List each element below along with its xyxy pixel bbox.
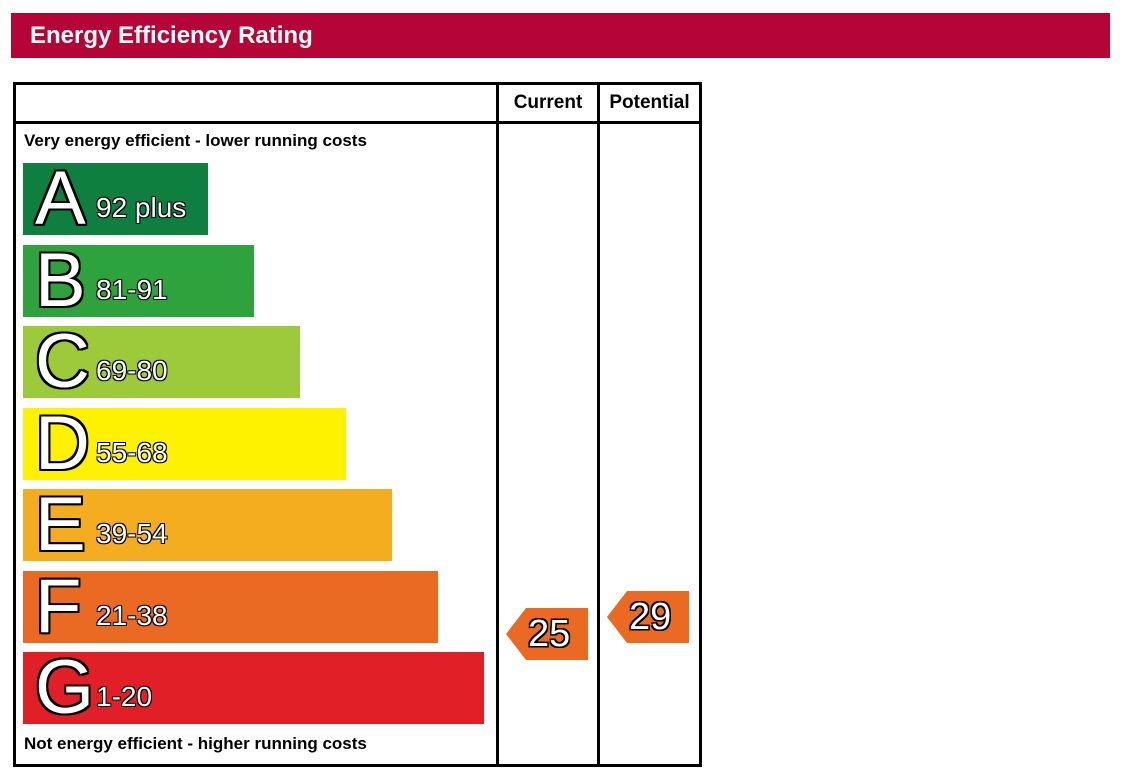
band-f: F 21-38 bbox=[23, 566, 438, 646]
column-header-current: Current bbox=[513, 92, 583, 113]
band-range: 69-80 bbox=[96, 355, 168, 386]
band-letter: C bbox=[35, 319, 90, 404]
current-rating-arrow: 25 bbox=[506, 607, 588, 665]
column-divider-current bbox=[496, 82, 499, 767]
current-arrow-shape bbox=[506, 607, 588, 660]
band-range: 81-91 bbox=[96, 273, 168, 305]
header-divider bbox=[13, 121, 702, 124]
caption-inefficient: Not energy efficient - higher running co… bbox=[24, 734, 367, 753]
band-a: A 92 plus bbox=[23, 159, 208, 239]
band-b: B 81-91 bbox=[23, 240, 254, 320]
potential-arrow-shape bbox=[607, 590, 689, 643]
band-range: 21-38 bbox=[96, 599, 168, 631]
band-e: E 39-54 bbox=[23, 485, 392, 565]
band-g: G 1-20 bbox=[23, 648, 484, 728]
band-c: C 69-80 bbox=[23, 322, 300, 402]
column-divider-potential bbox=[597, 82, 600, 767]
band-range: 55-68 bbox=[96, 436, 168, 468]
band-letter: A bbox=[35, 156, 86, 241]
band-d: D 55-68 bbox=[23, 403, 346, 483]
band-letter: B bbox=[35, 237, 86, 323]
current-rating-value: 25 bbox=[528, 612, 571, 655]
band-letter: D bbox=[35, 400, 90, 486]
potential-rating-arrow: 29 bbox=[607, 590, 689, 648]
band-letter: F bbox=[35, 563, 82, 649]
chart-frame bbox=[13, 82, 702, 767]
caption-efficient: Very energy efficient - lower running co… bbox=[24, 131, 367, 150]
header-bar: Energy Efficiency Rating bbox=[11, 13, 1110, 58]
band-letter: E bbox=[35, 482, 86, 567]
band-range: 39-54 bbox=[96, 518, 168, 549]
band-range: 1-20 bbox=[96, 681, 153, 712]
potential-rating-value: 29 bbox=[629, 595, 672, 638]
page-title: Energy Efficiency Rating bbox=[30, 22, 313, 49]
band-letter: G bbox=[35, 645, 95, 730]
column-header-potential: Potential bbox=[609, 92, 690, 113]
band-range: 92 plus bbox=[96, 192, 187, 223]
